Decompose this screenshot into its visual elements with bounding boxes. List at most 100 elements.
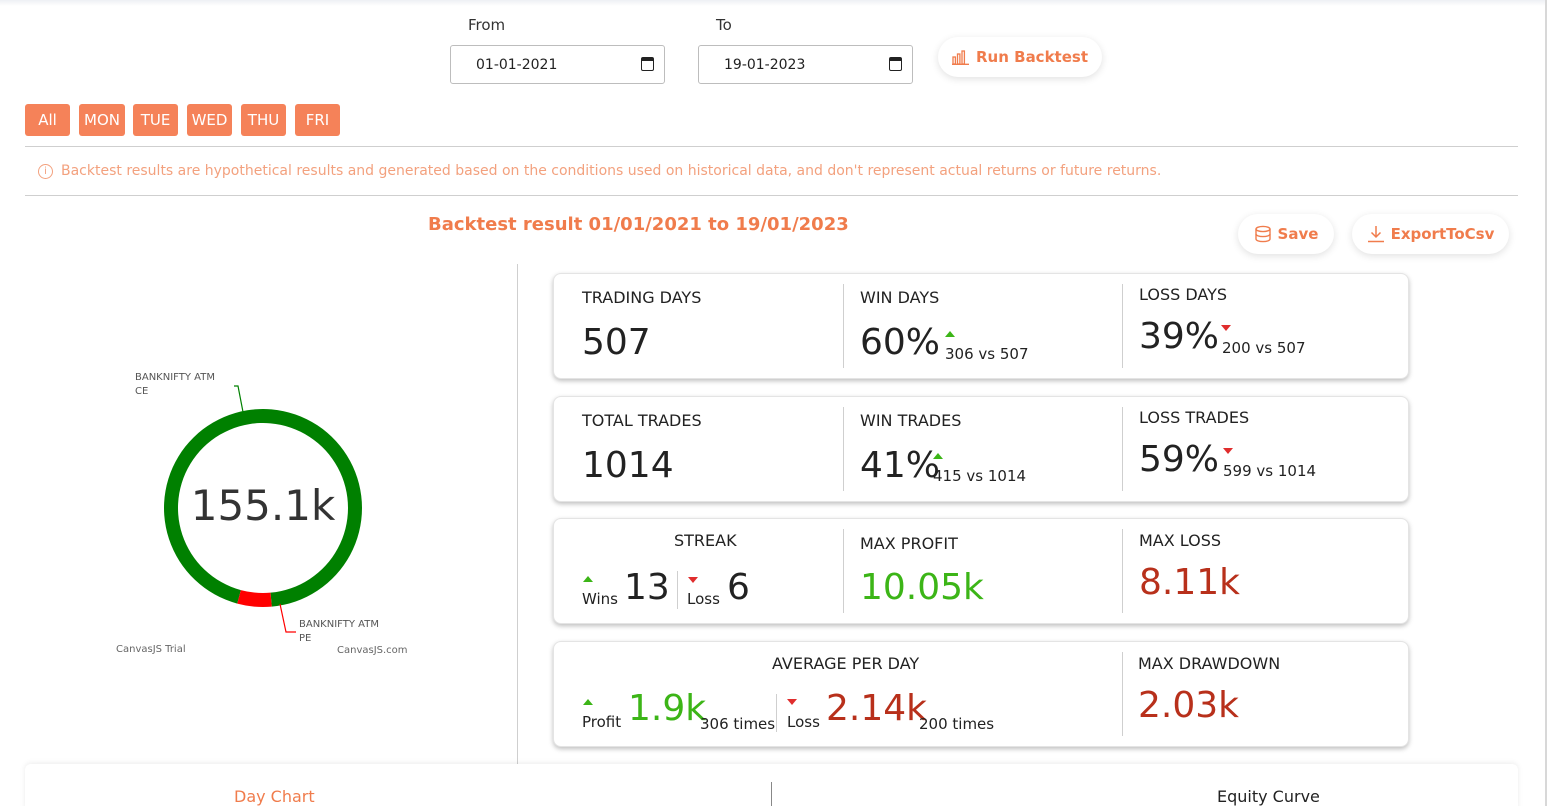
scrollbar[interactable] [1545, 0, 1547, 806]
cell-divider [1122, 652, 1123, 736]
run-backtest-label: Run Backtest [976, 48, 1088, 66]
donut-slice-pe [237, 590, 272, 607]
down-arrow-icon [688, 577, 698, 583]
ce-leader-line [234, 385, 244, 413]
max-drawdown-label: MAX DRAWDOWN [1138, 654, 1281, 673]
average-divider [776, 694, 777, 732]
save-button[interactable]: Save [1238, 214, 1334, 254]
export-label: ExportToCsv [1390, 225, 1495, 243]
streak-profit-card: STREAK Wins 13 Loss 6 MAX PROFIT 10.05k … [553, 518, 1409, 624]
trades-stats-card: TOTAL TRADES 1014 WIN TRADES 41% 415 vs … [553, 396, 1409, 502]
to-date-input[interactable]: 19-01-2023 [698, 45, 913, 84]
pe-label-line2: PE [299, 633, 311, 644]
max-profit-label: MAX PROFIT [860, 534, 958, 553]
panel-divider [517, 264, 518, 764]
cell-divider [843, 284, 844, 368]
max-profit-value: 10.05k [860, 567, 984, 608]
result-title: Backtest result 01/01/2021 to 19/01/2023 [428, 214, 849, 235]
avg-loss-label: Loss [787, 713, 820, 731]
from-label: From [468, 16, 506, 34]
cell-divider [1122, 284, 1123, 368]
trading-days-label: TRADING DAYS [582, 288, 702, 307]
max-drawdown-value: 2.03k [1138, 685, 1240, 726]
cell-divider [843, 529, 844, 613]
doughnut-chart: 155.1k BANKNIFTY ATM CE BANKNIFTY ATM PE… [116, 372, 408, 656]
average-per-day-label: AVERAGE PER DAY [772, 654, 920, 673]
divider [25, 195, 1518, 196]
up-arrow-icon [583, 576, 593, 582]
days-stats-card: TRADING DAYS 507 WIN DAYS 60% 306 vs 507… [553, 273, 1409, 379]
max-loss-value: 8.11k [1139, 562, 1241, 603]
down-arrow-icon [1221, 325, 1231, 331]
divider [25, 146, 1518, 147]
win-trades-sub: 415 vs 1014 [933, 467, 1027, 485]
average-drawdown-card: AVERAGE PER DAY Profit 1.9k 306 times Lo… [553, 641, 1409, 747]
ce-label-line2: CE [135, 386, 148, 397]
panel-divider [771, 782, 772, 806]
total-trades-label: TOTAL TRADES [582, 411, 702, 430]
save-label: Save [1277, 225, 1319, 243]
loss-trades-label: LOSS TRADES [1139, 408, 1250, 427]
loss-trades-value: 59% [1139, 439, 1220, 480]
up-arrow-icon [933, 453, 943, 459]
cell-divider [1122, 407, 1123, 491]
loss-trades-sub: 599 vs 1014 [1223, 462, 1317, 480]
charts-panel: Day Chart Equity Curve [25, 764, 1518, 806]
total-trades-value: 1014 [582, 445, 674, 486]
run-backtest-button[interactable]: Run Backtest [938, 37, 1102, 77]
info-icon: i [38, 163, 53, 179]
trading-days-value: 507 [582, 322, 651, 363]
disclaimer: i Backtest results are hypothetical resu… [38, 163, 1161, 179]
pe-label-line1: BANKNIFTY ATM [299, 619, 379, 630]
win-trades-value: 41% [860, 445, 941, 486]
win-days-sub: 306 vs 507 [945, 345, 1029, 363]
streak-label: STREAK [674, 531, 737, 550]
day-button-mon[interactable]: MON [79, 104, 125, 136]
win-trades-label: WIN TRADES [860, 411, 962, 430]
up-arrow-icon [583, 699, 593, 705]
loss-days-value: 39% [1139, 316, 1220, 357]
down-arrow-icon [787, 699, 797, 705]
streak-loss-value: 6 [727, 567, 750, 608]
cell-divider [843, 407, 844, 491]
chart-center-value: 155.1k [191, 481, 336, 530]
from-date-value: 01-01-2021 [476, 56, 558, 73]
download-icon [1367, 226, 1384, 243]
calendar-icon[interactable] [641, 57, 654, 71]
day-button-fri[interactable]: FRI [295, 104, 340, 136]
disclaimer-text: Backtest results are hypothetical result… [61, 163, 1162, 179]
cell-divider [1122, 529, 1123, 613]
avg-loss-times: 200 times [919, 715, 995, 733]
avg-profit-label: Profit [582, 713, 622, 731]
top-shadow [0, 0, 1547, 6]
up-arrow-icon [945, 331, 955, 337]
streak-divider [677, 571, 678, 609]
from-date-input[interactable]: 01-01-2021 [450, 45, 665, 84]
win-days-value: 60% [860, 322, 941, 363]
day-button-tue[interactable]: TUE [133, 104, 178, 136]
max-loss-label: MAX LOSS [1139, 531, 1222, 550]
avg-profit-times: 306 times [700, 715, 776, 733]
watermark-left: CanvasJS Trial [116, 644, 186, 655]
donut-slices [163, 408, 362, 607]
streak-loss-label: Loss [687, 590, 720, 608]
day-button-all[interactable]: All [25, 104, 70, 136]
watermark-right: CanvasJS.com [337, 645, 408, 656]
streak-wins-label: Wins [582, 590, 618, 608]
to-date-value: 19-01-2023 [724, 56, 806, 73]
avg-loss-value: 2.14k [826, 688, 928, 729]
loss-days-label: LOSS DAYS [1139, 285, 1228, 304]
ce-label-line1: BANKNIFTY ATM [135, 372, 215, 383]
down-arrow-icon [1223, 448, 1233, 454]
tab-equity-curve[interactable]: Equity Curve [1217, 787, 1320, 806]
win-days-label: WIN DAYS [860, 288, 940, 307]
avg-profit-value: 1.9k [628, 688, 707, 729]
tab-day-chart[interactable]: Day Chart [234, 787, 315, 806]
day-button-thu[interactable]: THU [241, 104, 286, 136]
day-button-wed[interactable]: WED [187, 104, 232, 136]
calendar-icon[interactable] [889, 57, 902, 71]
export-csv-button[interactable]: ExportToCsv [1352, 214, 1509, 254]
streak-wins-value: 13 [624, 567, 670, 608]
database-icon [1254, 225, 1271, 243]
to-label: To [716, 16, 732, 34]
